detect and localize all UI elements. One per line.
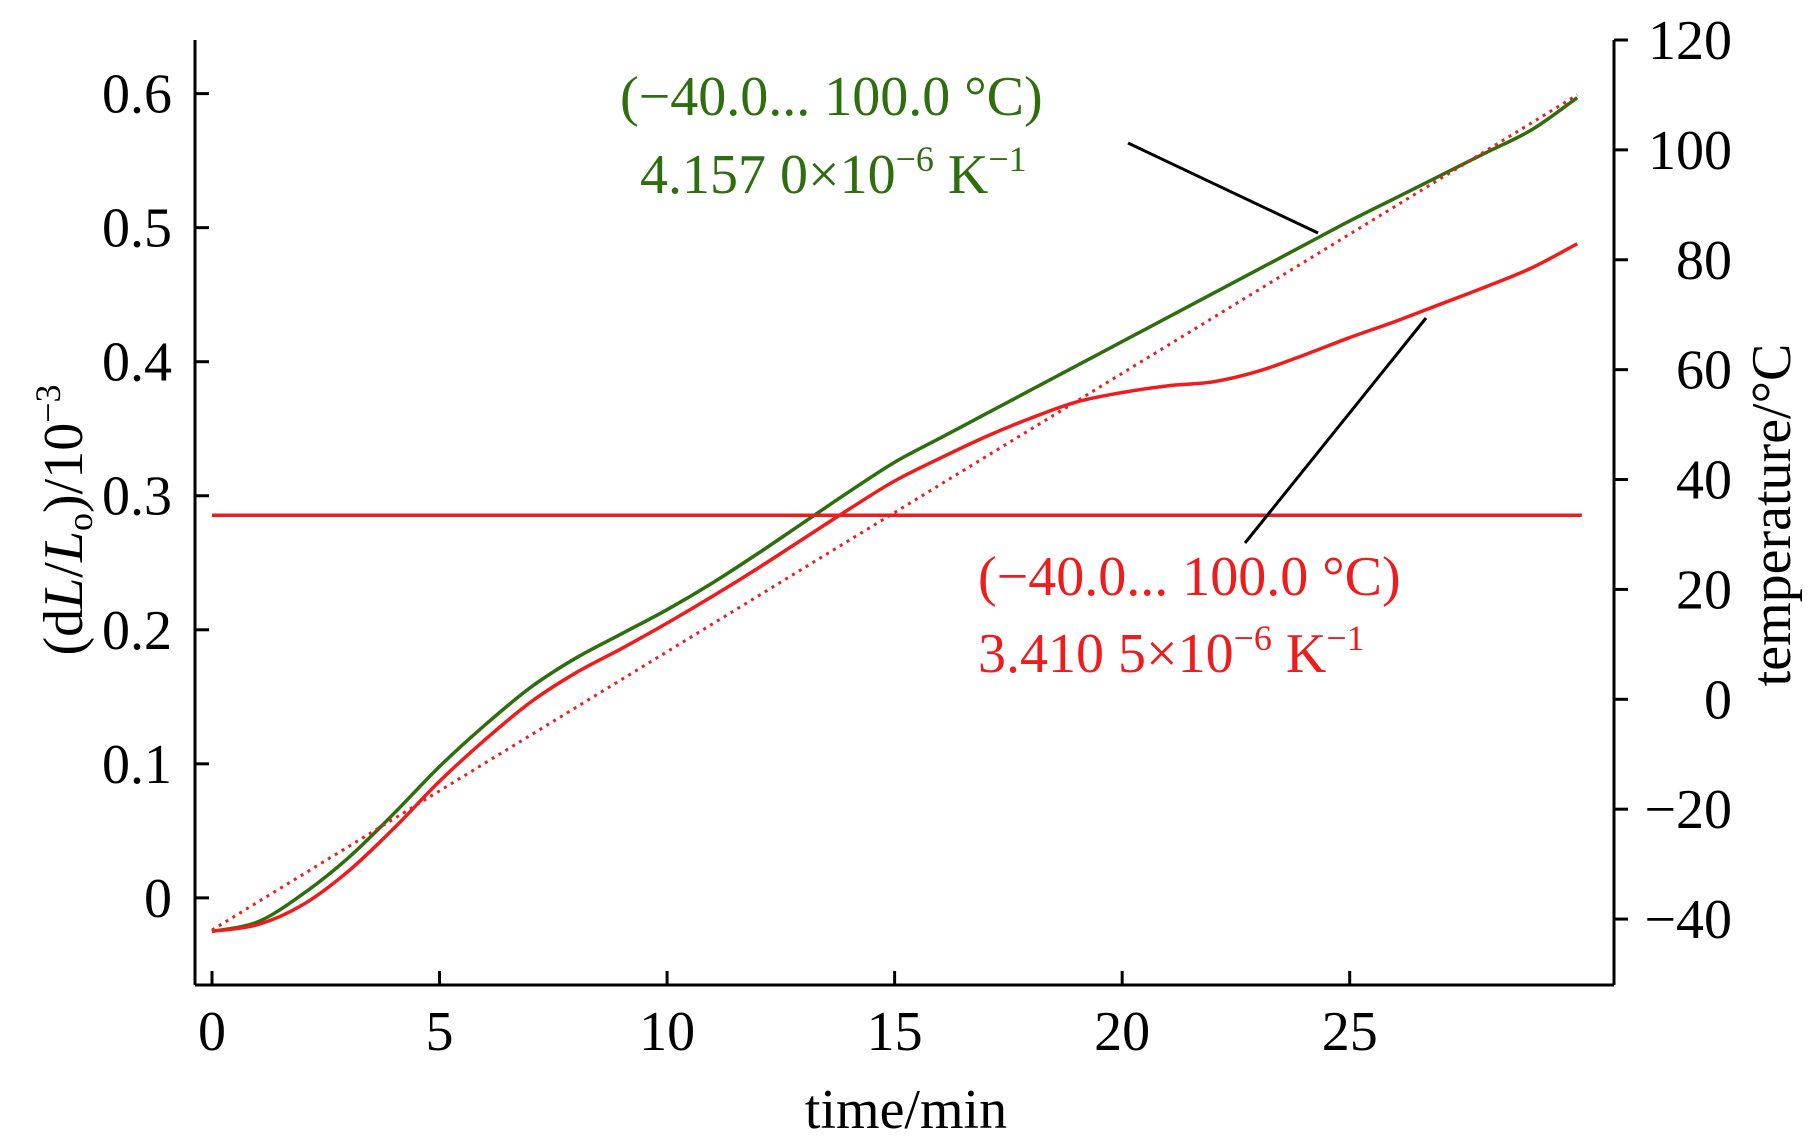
y-axis-title-right: temperature/°C <box>1741 344 1803 687</box>
green-annotation-leader <box>1127 141 1319 235</box>
y-right-tick-label-5: 60 <box>1676 340 1732 402</box>
y-left-part-0: (d <box>33 609 95 656</box>
green-annotation-coefficient: 4.157 0×10−6 K−1 <box>640 139 1027 206</box>
y-left-part-6: −3 <box>28 384 68 422</box>
red-annotation-leader <box>1243 317 1428 544</box>
x-tick-label-2: 10 <box>639 1001 695 1063</box>
y-left-part-5: )/10 <box>33 423 95 513</box>
series-line-2 <box>211 93 1579 932</box>
axes-layer <box>193 40 1616 987</box>
y-right-tick-label-6: 80 <box>1676 230 1732 292</box>
y-axis-title-left: (dL/Lo)/10−3 <box>28 384 100 655</box>
x-tick-label-3: 15 <box>867 1001 923 1063</box>
y-right-tick-label-4: 40 <box>1676 450 1732 512</box>
red-annotation-range: (−40.0... 100.0 °C) <box>978 546 1401 608</box>
y-left-tick-label-3: 0.3 <box>102 466 172 528</box>
y-left-part-2: / <box>33 562 95 578</box>
y-left-tick-label-6: 0.6 <box>102 64 172 126</box>
green-annotation: (−40.0... 100.0 °C) 4.157 0×10−6 K−1 <box>620 66 1043 206</box>
y-left-tick-label-1: 0.1 <box>102 734 172 796</box>
y-left-tick-label-4: 0.4 <box>102 332 172 394</box>
x-tick-label-0: 0 <box>198 1001 226 1063</box>
red-annotation: (−40.0... 100.0 °C) 3.410 5×10−6 K−1 <box>978 546 1401 685</box>
red-coef-unit-exponent: −1 <box>1326 618 1364 658</box>
green-annotation-range: (−40.0... 100.0 °C) <box>620 66 1043 128</box>
green-coef-unit-exponent: −1 <box>988 139 1026 179</box>
y-right-tick-label-2: 0 <box>1704 669 1732 731</box>
y-right-tick-label-3: 20 <box>1676 559 1732 621</box>
green-coef-mantissa: 4.157 0×10 <box>640 144 896 206</box>
y-left-part-1: L <box>33 578 95 610</box>
green-coef-unit: K <box>934 144 988 206</box>
y-left-tick-label-2: 0.2 <box>102 600 172 662</box>
y-right-tick-label-0: −40 <box>1644 889 1732 951</box>
y-right-tick-label-8: 120 <box>1648 10 1732 72</box>
x-tick-label-5: 25 <box>1322 1001 1378 1063</box>
y-right-tick-label-1: −20 <box>1644 779 1732 841</box>
y-left-part-3: L <box>33 531 95 563</box>
series-line-0 <box>211 96 1579 934</box>
green-coef-exponent: −6 <box>896 139 934 179</box>
x-tick-label-1: 5 <box>426 1001 454 1063</box>
y-left-tick-label-5: 0.5 <box>102 198 172 260</box>
x-tick-label-4: 20 <box>1094 1001 1150 1063</box>
ticks-layer: 0 5 10 15 20 25 0 0.1 0.2 0.3 0.4 0.5 0.6 −40 −20 0 20 40… <box>102 10 1732 1063</box>
red-coef-exponent: −6 <box>1234 618 1272 658</box>
y-left-part-4: o <box>60 513 100 531</box>
red-coef-mantissa: 3.410 5×10 <box>978 623 1234 685</box>
x-axis-title: time/min <box>805 1079 1007 1140</box>
red-annotation-coefficient: 3.410 5×10−6 K−1 <box>978 618 1365 685</box>
series-layer <box>211 93 1582 934</box>
red-coef-unit: K <box>1272 623 1326 685</box>
series-line-1 <box>211 242 1579 934</box>
y-right-tick-label-7: 100 <box>1648 120 1732 182</box>
leader-lines <box>1127 141 1428 544</box>
y-left-tick-label-0: 0 <box>144 868 172 930</box>
